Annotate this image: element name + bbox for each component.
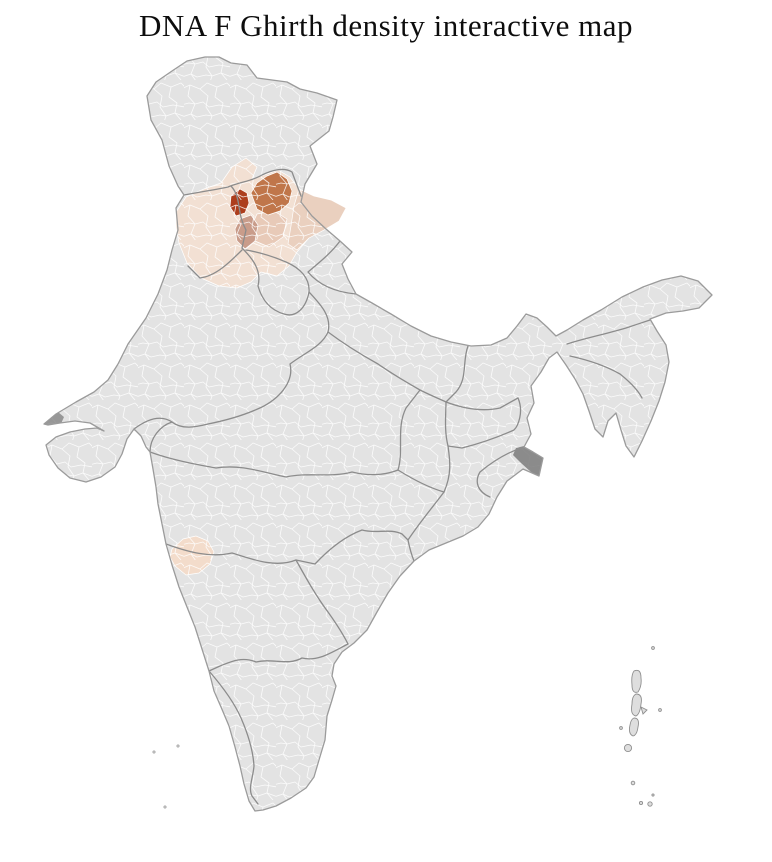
district-grid <box>44 57 712 811</box>
lakshadweep-islands[interactable] <box>152 744 180 809</box>
andaman-nicobar-islands[interactable] <box>619 646 662 807</box>
page-title: DNA F Ghirth density interactive map <box>138 8 634 43</box>
state-borders <box>133 168 651 805</box>
